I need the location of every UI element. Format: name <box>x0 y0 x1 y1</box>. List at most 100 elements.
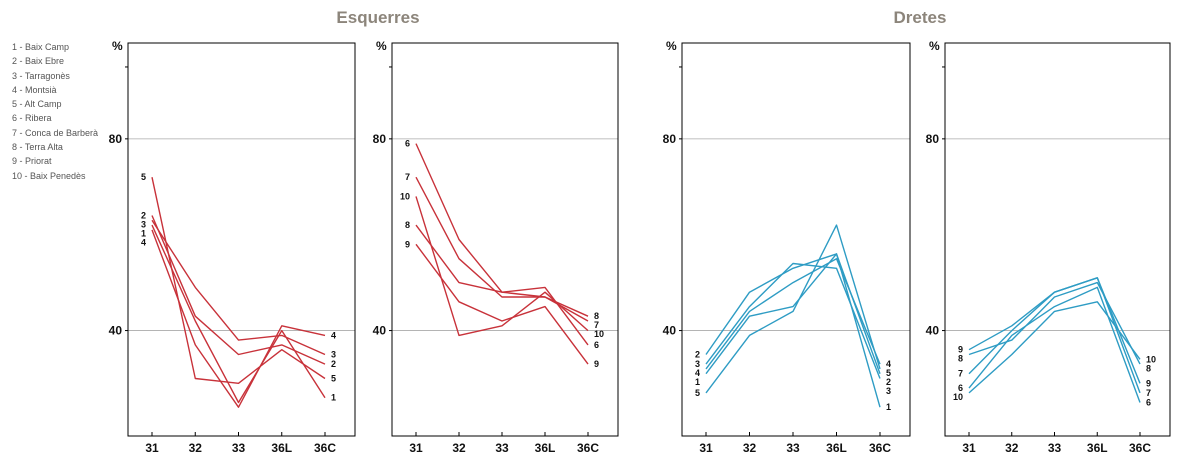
legend-item: 1 - Baix Camp <box>12 42 70 52</box>
x-tick-label: 31 <box>145 441 159 455</box>
y-tick-label: 80 <box>926 132 940 146</box>
x-tick-label: 32 <box>1005 441 1019 455</box>
legend-item: 5 - Alt Camp <box>12 99 62 110</box>
x-tick-label: 33 <box>232 441 246 455</box>
x-tick-label: 36C <box>314 441 336 455</box>
series-label-4: 4 <box>695 368 700 378</box>
plot-frame <box>391 42 619 437</box>
series-label-3: 3 <box>141 220 146 230</box>
plot-frame <box>127 42 356 437</box>
series-line-9 <box>968 277 1141 384</box>
legend-item: 4 - Montsià <box>12 84 57 95</box>
series-line-4 <box>151 229 326 408</box>
y-tick-label: 40 <box>109 324 123 338</box>
x-tick-label: 32 <box>452 441 466 455</box>
series-label-6: 6 <box>1146 397 1151 407</box>
series-label-2: 2 <box>886 377 891 387</box>
y-tick-label: 80 <box>663 132 677 146</box>
series-label-10: 10 <box>1146 354 1156 364</box>
series-label-9: 9 <box>958 345 963 355</box>
group-title-left: Esquerres <box>336 8 420 27</box>
series-label-8: 8 <box>1146 363 1151 373</box>
series-label-3: 3 <box>886 386 891 396</box>
y-tick-label: 80 <box>373 132 387 146</box>
y-tick-label: 40 <box>926 324 940 338</box>
x-tick-label: 31 <box>962 441 976 455</box>
plot-frame <box>944 42 1171 437</box>
x-tick-label: 31 <box>409 441 423 455</box>
y-axis-label: % <box>666 39 677 53</box>
series-label-9: 9 <box>594 359 599 369</box>
x-tick-label: 36L <box>535 441 556 455</box>
series-label-10: 10 <box>594 329 604 339</box>
series-label-9: 9 <box>405 239 410 249</box>
series-label-4: 4 <box>141 238 146 248</box>
series-label-1: 1 <box>886 402 891 412</box>
x-tick-label: 32 <box>189 441 203 455</box>
legend-item: 3 - Tarragonès <box>12 70 70 81</box>
series-line-3 <box>151 219 326 356</box>
series-label-6: 6 <box>594 340 599 350</box>
legend-item: 8 - Terra Alta <box>12 142 63 153</box>
legend-item: 9 - Priorat <box>12 156 52 167</box>
y-tick-label: 40 <box>373 324 387 338</box>
series-line-2 <box>151 215 326 365</box>
x-tick-label: 31 <box>699 441 713 455</box>
x-tick-label: 36C <box>869 441 891 455</box>
series-label-2: 2 <box>695 350 700 360</box>
series-label-2: 2 <box>331 359 336 369</box>
series-line-4 <box>705 258 881 370</box>
series-label-6: 6 <box>958 383 963 393</box>
series-line-7 <box>415 176 589 322</box>
legend-item: 6 - Ribera <box>12 113 52 124</box>
series-label-7: 7 <box>405 172 410 182</box>
x-tick-label: 33 <box>786 441 800 455</box>
x-tick-label: 32 <box>743 441 757 455</box>
group-title-right: Dretes <box>893 8 947 27</box>
series-label-10: 10 <box>953 392 963 402</box>
plot-frame <box>681 42 911 437</box>
series-line-6 <box>415 143 589 346</box>
series-label-7: 7 <box>958 369 963 379</box>
series-label-5: 5 <box>141 172 146 182</box>
y-tick-label: 80 <box>109 132 123 146</box>
series-label-6: 6 <box>405 139 410 149</box>
series-label-5: 5 <box>331 373 336 383</box>
x-tick-label: 33 <box>1048 441 1062 455</box>
series-label-5: 5 <box>886 368 891 378</box>
series-label-4: 4 <box>331 330 336 340</box>
y-tick-label: 40 <box>663 324 677 338</box>
series-line-6 <box>968 286 1141 403</box>
series-line-10 <box>968 301 1141 394</box>
x-tick-label: 36L <box>1087 441 1108 455</box>
series-line-8 <box>415 224 589 317</box>
x-tick-label: 33 <box>495 441 509 455</box>
series-line-5 <box>705 224 881 394</box>
series-label-1: 1 <box>141 229 146 239</box>
x-tick-label: 36C <box>1129 441 1151 455</box>
series-label-1: 1 <box>695 377 700 387</box>
series-line-5 <box>151 177 326 384</box>
y-axis-label: % <box>376 39 387 53</box>
series-line-8 <box>968 281 1141 365</box>
legend: 1 - Baix Camp 2 - Baix Ebre 3 - Tarragon… <box>12 40 98 183</box>
series-label-8: 8 <box>958 354 963 364</box>
series-line-10 <box>415 196 589 337</box>
series-label-3: 3 <box>695 359 700 369</box>
series-label-9: 9 <box>1146 378 1151 388</box>
series-label-7: 7 <box>594 320 599 330</box>
series-label-3: 3 <box>331 350 336 360</box>
y-axis-label: % <box>929 39 940 53</box>
series-label-1: 1 <box>331 393 336 403</box>
y-axis-label: % <box>112 39 123 53</box>
series-label-8: 8 <box>405 220 410 230</box>
series-label-7: 7 <box>1146 388 1151 398</box>
series-label-4: 4 <box>886 359 891 369</box>
x-tick-label: 36C <box>577 441 599 455</box>
x-tick-label: 36L <box>271 441 292 455</box>
